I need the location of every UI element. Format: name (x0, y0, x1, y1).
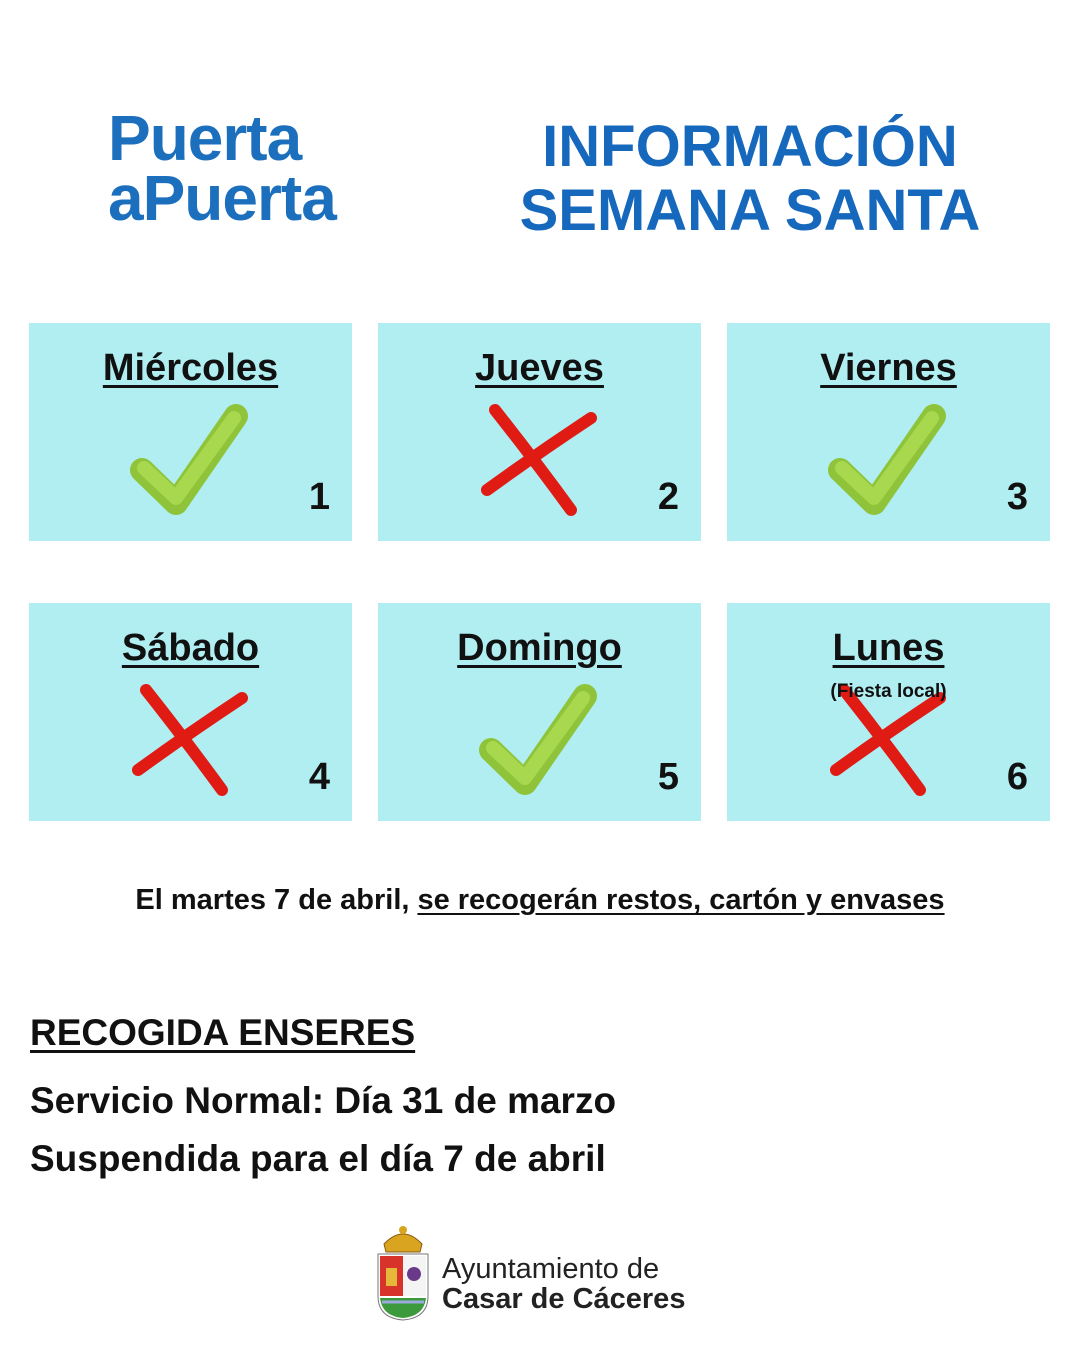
day-card: Domingo 5 (378, 603, 701, 821)
icon-stroke (137, 411, 241, 505)
day-card: Jueves 2 (378, 323, 701, 541)
day-note: (Fiesta local) (830, 681, 947, 702)
day-card: Miércoles 1 (29, 323, 352, 541)
day-label: Sábado (121, 627, 260, 669)
day-number: 1 (308, 476, 330, 518)
title-line: SEMANA SANTA (519, 178, 981, 243)
title: INFORMACIÓN SEMANA SANTA (500, 115, 1000, 243)
icon-stroke (132, 692, 248, 776)
coat-of-arms (377, 1226, 429, 1321)
day-number: 2 (657, 476, 679, 518)
day-label: Miércoles (102, 347, 279, 389)
cross-icon (830, 684, 946, 796)
icon-stroke (481, 412, 597, 496)
day-label: Lunes (832, 627, 945, 669)
check-icon (479, 684, 597, 795)
logo-line: Puerta (108, 102, 302, 174)
notice-lead: El martes 7 de abril, (135, 884, 410, 916)
day-label: Jueves (475, 347, 604, 389)
day-number: 3 (1006, 476, 1028, 518)
logo-line: aPuerta (108, 162, 337, 234)
logo: Puerta aPuerta (108, 102, 337, 234)
day-label: Viernes (820, 347, 957, 389)
footer-line: Ayuntamiento de (442, 1253, 660, 1285)
icon-stroke (835, 411, 939, 505)
enseres-heading: RECOGIDA ENSERES (30, 1012, 416, 1053)
cross-icon (132, 684, 248, 796)
enseres-line: Servicio Normal: Día 31 de marzo (30, 1080, 617, 1121)
day-label: Domingo (457, 627, 622, 669)
notice: El martes 7 de abril, se recogerán restos… (0, 884, 1080, 917)
footer-line: Casar de Cáceres (442, 1283, 686, 1315)
day-card: Lunes (Fiesta local) 6 (727, 603, 1050, 821)
check-icon (130, 404, 248, 515)
title-line: INFORMACIÓN (542, 114, 958, 179)
icon-stroke (486, 691, 590, 785)
day-card: Sábado 4 (29, 603, 352, 821)
day-number: 4 (308, 756, 330, 798)
icon-stroke (830, 692, 946, 776)
day-card: Viernes 3 (727, 323, 1050, 541)
day-number: 6 (1006, 756, 1028, 798)
footer: Ayuntamiento de Casar de Cáceres (442, 1254, 685, 1314)
day-number: 5 (657, 756, 679, 798)
check-icon (828, 404, 946, 515)
enseres-line: Suspendida para el día 7 de abril (30, 1138, 606, 1179)
cross-icon (481, 404, 597, 516)
notice-highlight: se recogerán restos, cartón y envases (417, 884, 945, 916)
